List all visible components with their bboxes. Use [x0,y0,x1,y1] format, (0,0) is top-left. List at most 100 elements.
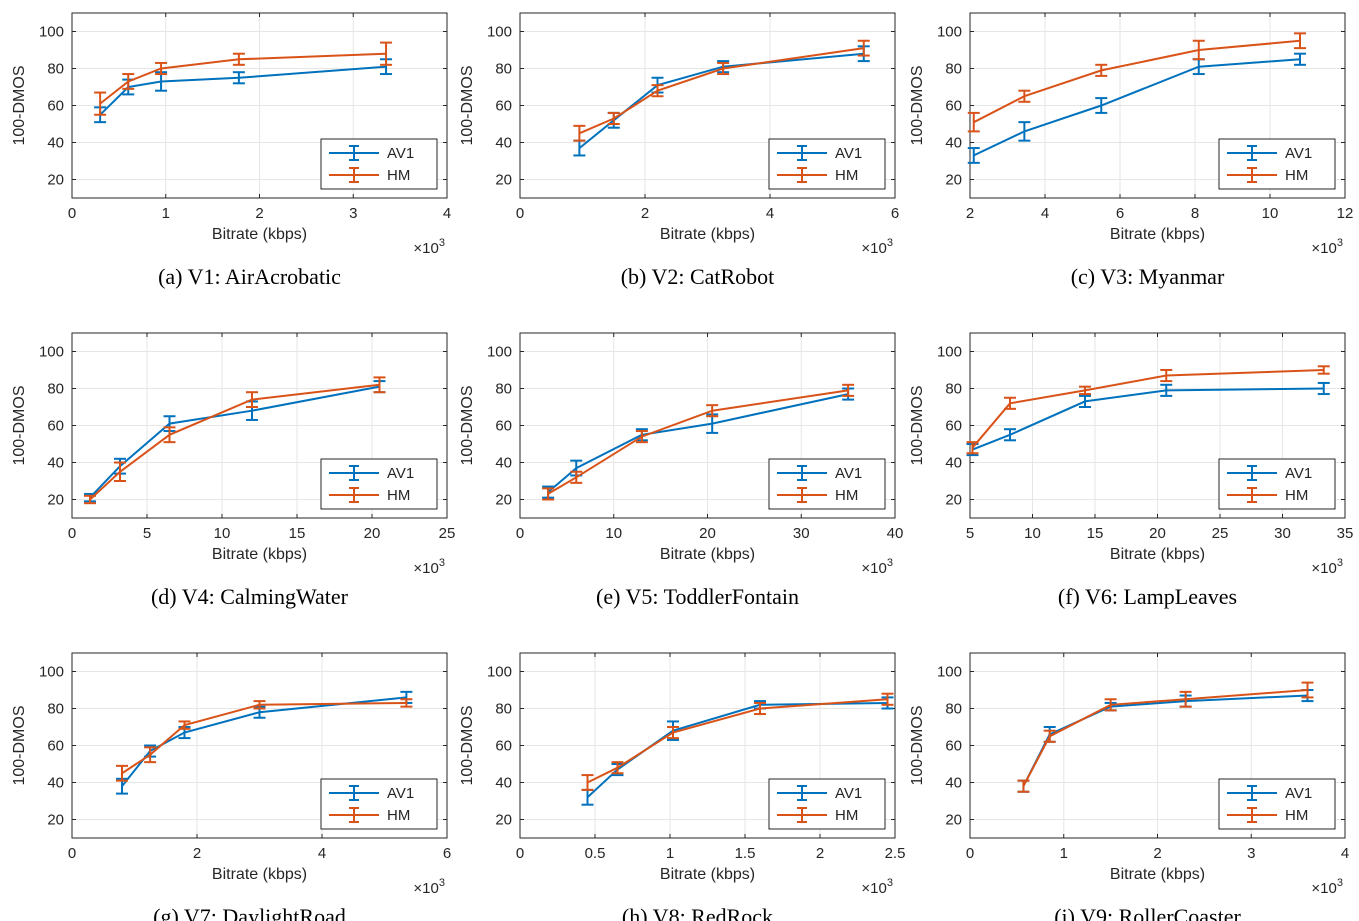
x-tick-label: 0 [966,845,974,862]
x-tick-label: 10 [1024,525,1041,542]
series-line-hm [1022,689,1308,787]
x-tick-label: 3 [349,205,357,222]
legend-item-av1: AV1 [1227,785,1312,802]
x-tick-label: 10 [605,525,622,542]
x-exponent-base: ×10 [1311,880,1336,897]
x-tick-label: 5 [966,525,974,542]
y-tick-label: 40 [47,135,64,152]
y-tick-label: 100 [39,664,64,681]
error-bar-hm [967,111,980,133]
x-exponent-label: ×103 [413,237,445,257]
legend: AV1 HM [320,458,438,510]
x-exponent-power: 3 [439,877,445,889]
y-tick-label: 40 [945,775,962,792]
error-bar-hm [1317,365,1330,375]
x-exponent-power: 3 [887,877,893,889]
panel-caption: (b) V2: CatRobot [621,264,775,289]
x-axis-label: Bitrate (kbps) [212,226,307,243]
y-axis-label: 100-DMOS [459,65,476,145]
x-tick-label: 2 [816,845,824,862]
series-hm [581,692,894,791]
series-hm [84,376,386,505]
legend-label: AV1 [387,145,414,162]
y-axis-label: 100-DMOS [909,385,926,465]
y-tick-label: 20 [47,172,64,189]
legend-item-hm: HM [1227,807,1308,824]
error-bar-hm [1004,396,1016,410]
panel-caption: (f) V6: LampLeaves [1058,584,1237,609]
y-tick-label: 20 [945,492,962,509]
error-bar-hm [373,376,386,394]
error-bar-hm [400,698,413,708]
y-tick-label: 80 [945,701,962,718]
error-bar-hm [246,391,258,408]
legend-box [1218,458,1336,510]
y-tick-label: 100 [937,24,962,41]
error-bar-av1 [1079,394,1091,408]
error-bar-hm [842,383,855,397]
x-tick-label: 0.5 [585,845,606,862]
error-bar-av1 [1095,97,1108,114]
y-tick-label: 40 [495,135,512,152]
series-hm [542,383,855,501]
y-tick-label: 80 [495,381,512,398]
legend-label: HM [1285,487,1308,504]
error-bar-hm [1179,690,1192,708]
legend-label: HM [835,807,858,824]
x-axis-label: Bitrate (kbps) [660,226,755,243]
y-tick-label: 100 [487,344,512,361]
y-tick-label: 60 [945,98,962,115]
chart-panel-3: 2 4 6 8 10 12 20 40 60 80 100 Bitrate (kbps) 100-DMO… [909,12,1353,289]
error-bar-hm [144,746,157,764]
y-tick-label: 60 [47,98,64,115]
series-av1 [1017,689,1314,793]
error-bar-hm [966,441,979,455]
y-tick-label: 20 [945,172,962,189]
y-tick-label: 60 [47,738,64,755]
y-tick-label: 40 [495,775,512,792]
legend-label: AV1 [835,465,862,482]
x-tick-label: 4 [443,205,451,222]
x-exponent-power: 3 [887,237,893,249]
legend-box [320,778,438,830]
y-tick-label: 60 [495,98,512,115]
legend-label: HM [387,487,410,504]
error-bar-av1 [1160,383,1173,397]
legend-box [1218,778,1336,830]
y-tick-label: 60 [47,418,64,435]
series-hm [94,41,393,116]
y-tick-label: 100 [39,344,64,361]
x-tick-label: 0 [68,205,76,222]
error-bar-hm [667,726,679,740]
y-tick-label: 80 [495,61,512,78]
series-hm [1017,681,1314,793]
panel-caption: (a) V1: AirAcrobatic [158,264,341,289]
error-bar-hm [635,430,648,444]
error-bar-hm [607,111,620,125]
chart-panel-7: 0 2 4 6 20 40 60 80 100 Bitrate (kbps) 100-DMOS ×10… [11,652,451,921]
series-av1 [966,381,1330,457]
legend-item-hm: HM [329,487,410,504]
x-tick-label: 1 [1060,845,1068,862]
legend-label: AV1 [835,785,862,802]
error-bar-hm [706,404,719,418]
x-axis-label: Bitrate (kbps) [212,546,307,563]
y-tick-label: 80 [495,701,512,718]
y-tick-label: 60 [945,418,962,435]
legend: AV1 HM [768,458,886,510]
y-tick-label: 40 [945,135,962,152]
legend-label: HM [387,167,410,184]
x-exponent-label: ×103 [861,237,893,257]
series-line-av1 [1022,694,1308,787]
y-tick-label: 80 [47,381,64,398]
legend: AV1 HM [768,138,886,190]
x-tick-label: 0 [516,525,524,542]
x-axis-label: Bitrate (kbps) [1110,546,1205,563]
legend-label: HM [387,807,410,824]
legend: AV1 HM [320,138,438,190]
legend-label: AV1 [835,145,862,162]
y-tick-label: 20 [47,812,64,829]
error-bar-hm [155,61,168,76]
error-bar-hm [754,701,766,716]
